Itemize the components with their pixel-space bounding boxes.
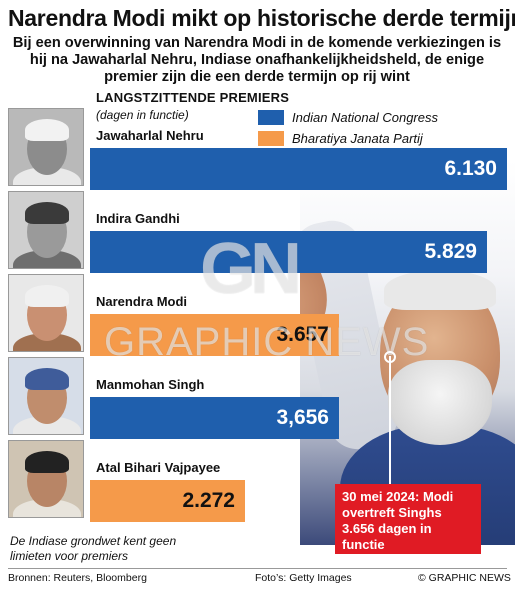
callout-box: 30 mei 2024: Modi overtreft Singhs 3.656… [335,484,481,554]
bar: 5.829 [90,231,487,273]
footer-divider [8,568,507,569]
bar: 6.130 [90,148,507,190]
nehru-portrait-icon [8,108,84,186]
legend-swatch-bjp [258,131,284,146]
hair-shape [384,270,496,310]
category-label: Manmohan Singh [96,377,205,392]
page-title: Narendra Modi mikt op historische derde … [8,5,515,31]
bar: 3,656 [90,397,339,439]
page-subtitle: Bij een overwinning van Narendra Modi in… [12,35,502,85]
callout-leader-line [389,356,391,484]
legend-label-congress: Indian National Congress [292,110,438,125]
category-label: Narendra Modi [96,294,188,309]
modi-portrait-icon [8,274,84,352]
category-label: Jawaharlal Nehru [96,128,204,143]
indira-portrait-icon [8,191,84,269]
portrait-shoulders [13,333,81,351]
bar: 2.272 [90,480,245,522]
bar-value-label: 6.130 [444,157,497,180]
portrait-hair [25,119,69,141]
chart-unit-note: (dagen in functie) [96,108,189,122]
bar-value-label: 5.829 [424,240,477,263]
bar-value-label: 2.272 [182,489,235,512]
portrait-shoulders [13,250,81,268]
portrait-shoulders [13,499,81,517]
footer-sources: Bronnen: Reuters, Bloomberg [8,572,147,584]
legend-item-congress: Indian National Congress [258,108,438,127]
modi-waving-photo [300,160,515,545]
bar-value-label: 3.657 [276,323,329,346]
chart-title: LANGSTZITTENDE PREMIERS [96,90,290,105]
portrait-shoulders [13,167,81,185]
portrait-hair [25,202,69,224]
footer-copyright: © GRAPHIC NEWS [418,572,511,584]
portrait-hair [25,368,69,390]
legend-swatch-congress [258,110,284,125]
chart-legend: Indian National Congress Bharatiya Janat… [258,108,438,150]
graphic-news-watermark: GRAPHIC NEWS [104,320,430,364]
footer-photo-credit: Foto’s: Getty Images [255,572,352,584]
category-label: Indira Gandhi [96,211,180,226]
portrait-hair [25,285,69,307]
gn-watermark-logo: GN [200,229,302,309]
legend-label-bjp: Bharatiya Janata Partij [292,131,423,146]
portrait-hair [25,451,69,473]
portrait-shoulders [13,416,81,434]
legend-item-bjp: Bharatiya Janata Partij [258,129,438,148]
category-label: Atal Bihari Vajpayee [96,460,221,475]
singh-portrait-icon [8,357,84,435]
beard-shape [388,360,492,445]
bar: 3.657 [90,314,339,356]
vajpayee-portrait-icon [8,440,84,518]
bar-value-label: 3,656 [276,406,329,429]
footnote: De Indiase grondwet kent geen limieten v… [10,534,177,563]
